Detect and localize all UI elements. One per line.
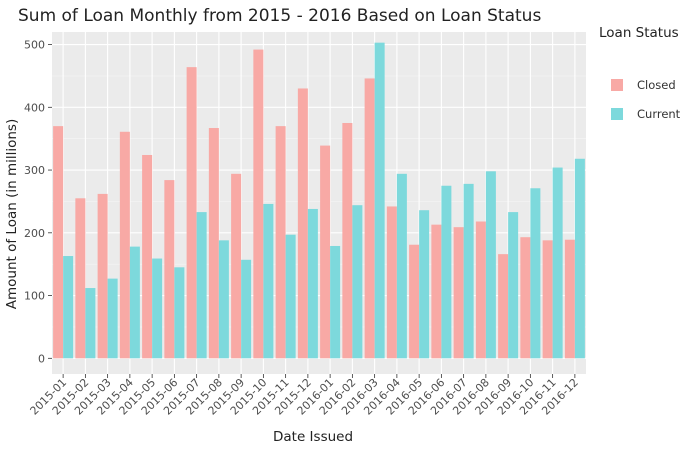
bar-closed-2016-10: [520, 237, 531, 359]
legend-swatch-closed: [611, 79, 623, 91]
bar-closed-2016-02: [342, 122, 353, 359]
bar-current-2015-10: [263, 203, 274, 359]
bar-closed-2016-03: [364, 78, 375, 359]
bar-current-2015-03: [107, 278, 118, 359]
bar-closed-2015-05: [142, 154, 153, 359]
bar-current-2016-01: [330, 245, 341, 359]
x-axis-label: Date Issued: [273, 429, 354, 445]
y-tick-label: 200: [24, 227, 45, 240]
bar-closed-2016-07: [453, 227, 464, 359]
bar-closed-2016-06: [431, 224, 442, 359]
bar-current-2016-04: [396, 173, 407, 359]
bar-current-2015-01: [63, 256, 74, 359]
bar-current-2016-08: [485, 171, 496, 359]
bar-closed-2015-01: [53, 126, 64, 359]
bar-current-2016-05: [419, 210, 430, 359]
bar-current-2015-04: [129, 246, 140, 359]
bar-current-2015-07: [196, 212, 207, 359]
bar-closed-2016-12: [564, 239, 575, 359]
bar-current-2016-11: [552, 167, 563, 359]
y-tick-label: 0: [38, 352, 45, 365]
bar-closed-2015-07: [186, 67, 197, 359]
legend-title: Loan Status: [599, 25, 679, 41]
bar-closed-2015-12: [297, 88, 308, 359]
y-tick-label: 300: [24, 164, 45, 177]
bar-closed-2015-10: [253, 49, 264, 359]
bar-current-2015-06: [174, 267, 185, 359]
bar-closed-2015-11: [275, 126, 286, 359]
bar-current-2015-09: [241, 259, 252, 359]
bar-current-2015-08: [218, 240, 229, 359]
bar-current-2015-11: [285, 234, 296, 359]
chart-title: Sum of Loan Monthly from 2015 - 2016 Bas…: [18, 6, 542, 26]
bar-current-2016-10: [530, 188, 541, 359]
bar-closed-2015-09: [231, 173, 242, 359]
bar-closed-2015-04: [119, 131, 130, 359]
bar-closed-2016-11: [542, 240, 553, 359]
bar-closed-2015-02: [75, 198, 86, 359]
legend-swatch-current: [611, 108, 623, 120]
bar-current-2015-05: [152, 258, 163, 359]
bar-closed-2015-08: [208, 128, 219, 359]
bar-closed-2016-05: [409, 244, 420, 359]
bar-closed-2015-06: [164, 180, 175, 359]
legend-label-closed: Closed: [637, 78, 676, 92]
bar-closed-2016-04: [386, 206, 397, 359]
plot-panel: [52, 32, 586, 374]
bar-closed-2016-01: [320, 145, 331, 359]
y-tick-label: 500: [24, 39, 45, 52]
bar-current-2016-03: [374, 42, 385, 359]
bar-current-2015-02: [85, 288, 96, 359]
y-tick-label: 100: [24, 290, 45, 303]
bar-current-2016-06: [441, 185, 452, 359]
bar-current-2015-12: [307, 208, 318, 359]
bar-closed-2015-03: [97, 193, 108, 359]
bar-closed-2016-09: [498, 254, 509, 359]
bar-current-2016-07: [463, 183, 474, 359]
legend-item-current[interactable]: Current: [611, 106, 680, 122]
bar-current-2016-09: [508, 212, 519, 359]
legend-label-current: Current: [637, 107, 681, 121]
bar-closed-2016-08: [475, 221, 486, 359]
y-tick-label: 400: [24, 101, 45, 114]
bar-current-2016-12: [574, 158, 585, 359]
legend-item-closed[interactable]: Closed: [611, 77, 676, 93]
bar-current-2016-02: [352, 205, 363, 359]
